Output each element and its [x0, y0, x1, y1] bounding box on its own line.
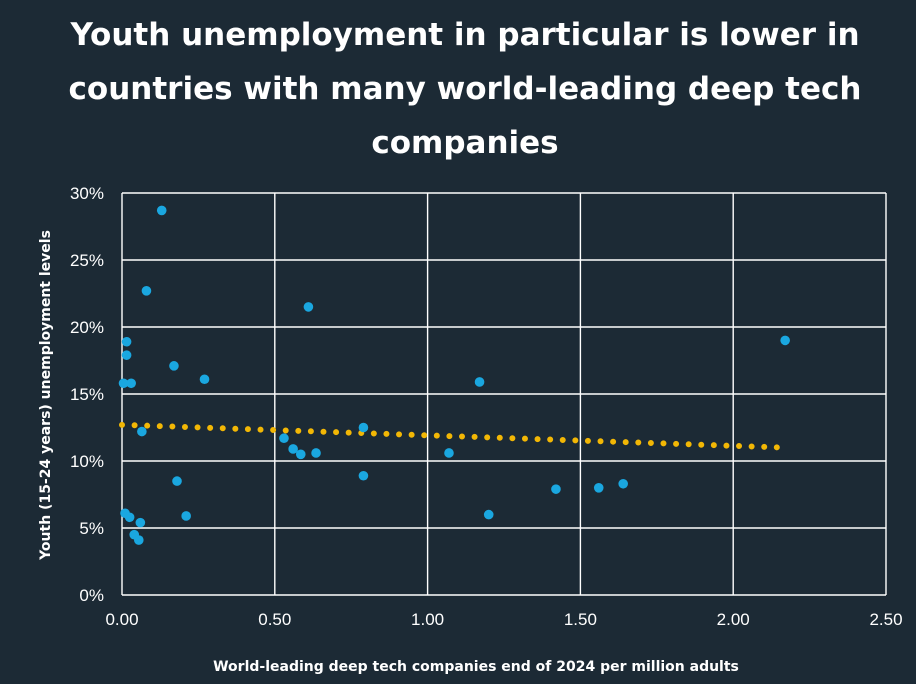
- y-tick-label: 0%: [79, 586, 104, 605]
- data-point: [134, 535, 144, 545]
- data-point: [444, 448, 454, 458]
- y-tick-label: 25%: [70, 251, 104, 270]
- data-point: [551, 484, 561, 494]
- x-axis-label: World-leading deep tech companies end of…: [213, 659, 739, 675]
- chart-title: Youth unemployment in particular is lowe…: [68, 17, 862, 161]
- grid-lines: [121, 192, 887, 596]
- data-point: [358, 422, 369, 433]
- y-axis-label: Youth (15-24 years) unemployment levels: [38, 230, 54, 561]
- x-tick-label: 0.00: [105, 610, 138, 629]
- data-point: [156, 205, 167, 216]
- x-tick-label: 2.50: [869, 610, 902, 629]
- x-tick-label: 1.00: [411, 610, 444, 629]
- x-tick-label: 0.50: [258, 610, 291, 629]
- y-tick-label: 20%: [70, 318, 104, 337]
- data-point: [126, 378, 136, 389]
- y-tick-label: 5%: [79, 519, 104, 538]
- scatter-points: [118, 205, 790, 545]
- data-point: [618, 478, 628, 489]
- data-point: [141, 286, 152, 296]
- data-point: [311, 448, 321, 458]
- x-axis-ticks: 0.00 0.50 1.00 1.50 2.00 2.50: [105, 610, 902, 629]
- data-point: [181, 511, 191, 521]
- y-tick-label: 10%: [70, 452, 104, 471]
- trendline: [119, 421, 789, 451]
- data-point: [121, 350, 132, 360]
- y-tick-label: 15%: [70, 385, 104, 404]
- data-point: [135, 517, 146, 528]
- x-tick-label: 2.00: [717, 610, 750, 629]
- data-point: [199, 374, 210, 385]
- data-point: [288, 444, 298, 454]
- data-point: [593, 483, 604, 493]
- data-point: [474, 377, 485, 387]
- data-point: [137, 426, 147, 437]
- data-point: [780, 335, 790, 346]
- data-point: [124, 512, 135, 523]
- data-point: [279, 433, 289, 444]
- data-point: [483, 509, 494, 520]
- data-point: [295, 449, 306, 460]
- data-point: [118, 378, 129, 389]
- data-point: [169, 361, 179, 371]
- data-point: [172, 476, 182, 486]
- y-axis-ticks: 0% 5% 10% 15% 20% 25% 30%: [70, 184, 104, 605]
- data-point: [303, 302, 314, 312]
- data-point: [121, 336, 132, 347]
- x-tick-label: 1.50: [564, 610, 597, 629]
- y-tick-label: 30%: [70, 184, 104, 203]
- trendline-dotted: [119, 421, 789, 451]
- data-point: [358, 470, 369, 481]
